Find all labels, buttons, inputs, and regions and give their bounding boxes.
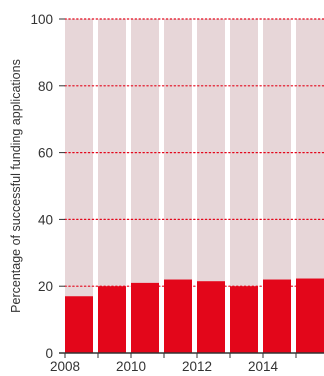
bar-value-2009 [98, 286, 126, 353]
y-tick-label-20: 20 [38, 279, 53, 294]
y-tick-label-40: 40 [38, 212, 53, 227]
bar-remainder-2015 [296, 19, 324, 279]
x-tick-label-2014: 2014 [248, 359, 279, 374]
data-bars-layer [65, 278, 324, 353]
x-tick-label-2008: 2008 [50, 359, 80, 374]
y-tick-label-100: 100 [30, 12, 53, 27]
axes-layer [59, 18, 324, 358]
tick-labels-layer: 0 20 40 60 80 100 2008 2010 2012 2014 Percentage o… [9, 12, 279, 374]
x-tick-label-2012: 2012 [182, 359, 212, 374]
bar-value-2011 [164, 279, 192, 353]
bar-remainder-2011 [164, 19, 192, 280]
bar-remainder-2014 [263, 19, 291, 280]
x-tick-label-2010: 2010 [116, 359, 146, 374]
bar-value-2010 [131, 282, 159, 353]
y-axis-title: Percentage of successful funding applica… [9, 59, 23, 313]
background-bars-layer [65, 19, 324, 297]
y-tick-label-60: 60 [38, 146, 53, 161]
bar-value-2012 [197, 281, 225, 353]
y-tick-label-0: 0 [45, 346, 53, 361]
bar-value-2014 [263, 279, 291, 353]
bar-value-2015 [296, 278, 324, 353]
bar-value-2008 [65, 296, 93, 353]
bar-remainder-2010 [131, 19, 159, 283]
bar-value-2013 [230, 286, 258, 353]
y-tick-label-80: 80 [38, 79, 53, 94]
bar-remainder-2012 [197, 19, 225, 282]
bar-remainder-2008 [65, 19, 93, 297]
